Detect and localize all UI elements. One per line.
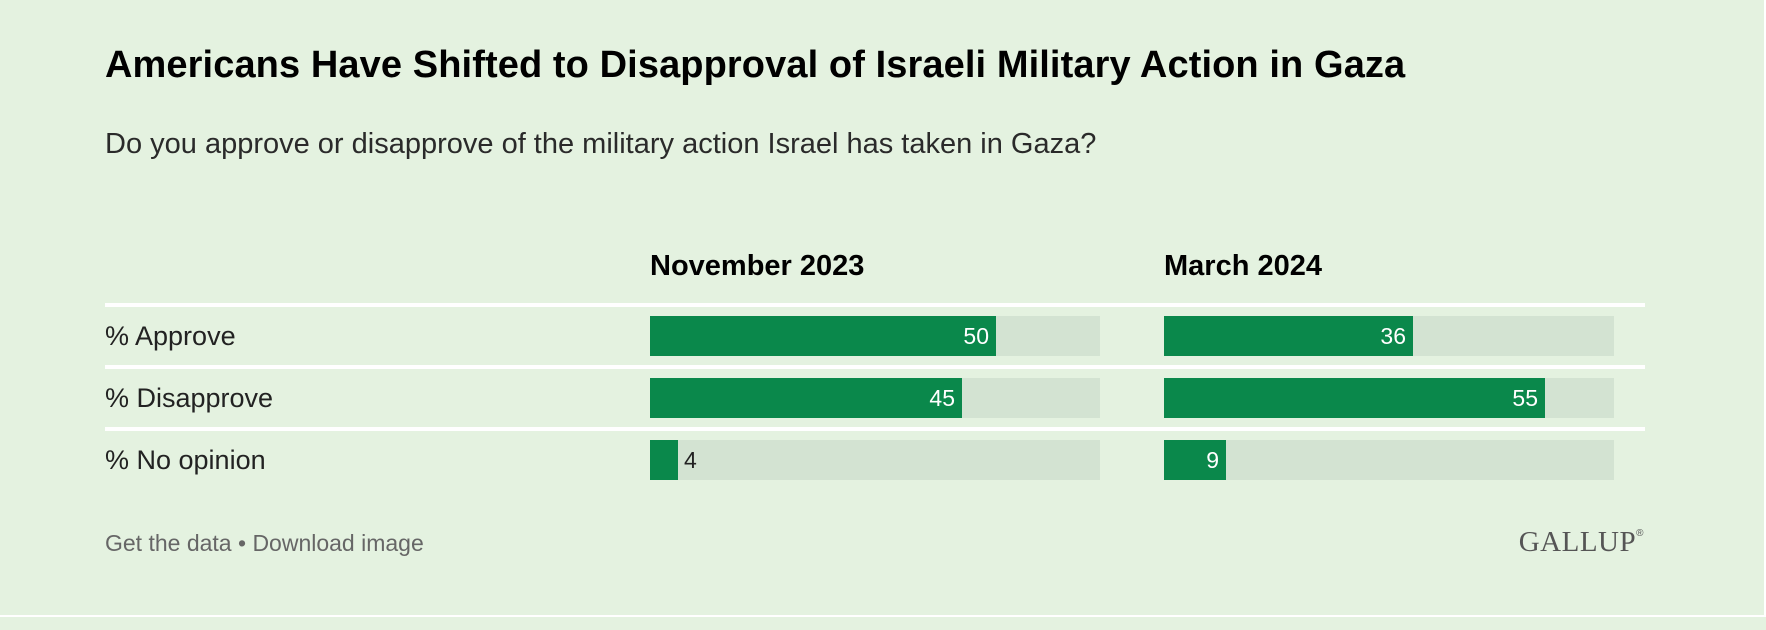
category-label: % No opinion xyxy=(105,445,266,475)
bar xyxy=(1164,316,1413,356)
bar-track: 36 xyxy=(1164,316,1614,356)
bar-track: 50 xyxy=(650,316,1100,356)
chart-title: Americans Have Shifted to Disapproval of… xyxy=(105,44,1406,86)
category-label: % Disapprove xyxy=(105,383,274,413)
data-label: 4 xyxy=(684,447,697,473)
footer-links: Get the data • Download image xyxy=(105,530,424,557)
column-header: November 2023 xyxy=(650,250,865,282)
bar xyxy=(650,316,996,356)
row-separator xyxy=(105,427,1645,431)
column-header: March 2024 xyxy=(1164,250,1322,282)
chart-subtitle: Do you approve or disapprove of the mili… xyxy=(105,128,1097,160)
bar xyxy=(1164,378,1545,418)
data-label: 45 xyxy=(929,385,955,411)
gallup-logo: GALLUP® xyxy=(1519,526,1644,559)
category-label: % Approve xyxy=(105,321,236,351)
bar xyxy=(650,440,678,480)
registered-mark: ® xyxy=(1636,528,1644,539)
data-label: 50 xyxy=(963,323,989,349)
row-separator xyxy=(105,365,1645,369)
data-label: 9 xyxy=(1206,447,1219,473)
row-separator xyxy=(105,303,1645,307)
bar xyxy=(1164,440,1226,480)
chart-frame: Americans Have Shifted to Disapproval of… xyxy=(0,0,1766,617)
bar xyxy=(650,378,962,418)
bar-track: 9 xyxy=(1164,440,1614,480)
footer-separator: • xyxy=(237,530,247,556)
bar-track: 55 xyxy=(1164,378,1614,418)
download-image-link[interactable]: Download image xyxy=(252,530,424,556)
data-label: 55 xyxy=(1512,385,1538,411)
bar-track: 45 xyxy=(650,378,1100,418)
bar-track: 4 xyxy=(650,440,1100,480)
get-data-link[interactable]: Get the data xyxy=(105,530,232,556)
data-label: 36 xyxy=(1380,323,1406,349)
gallup-logo-text: GALLUP xyxy=(1518,526,1637,558)
